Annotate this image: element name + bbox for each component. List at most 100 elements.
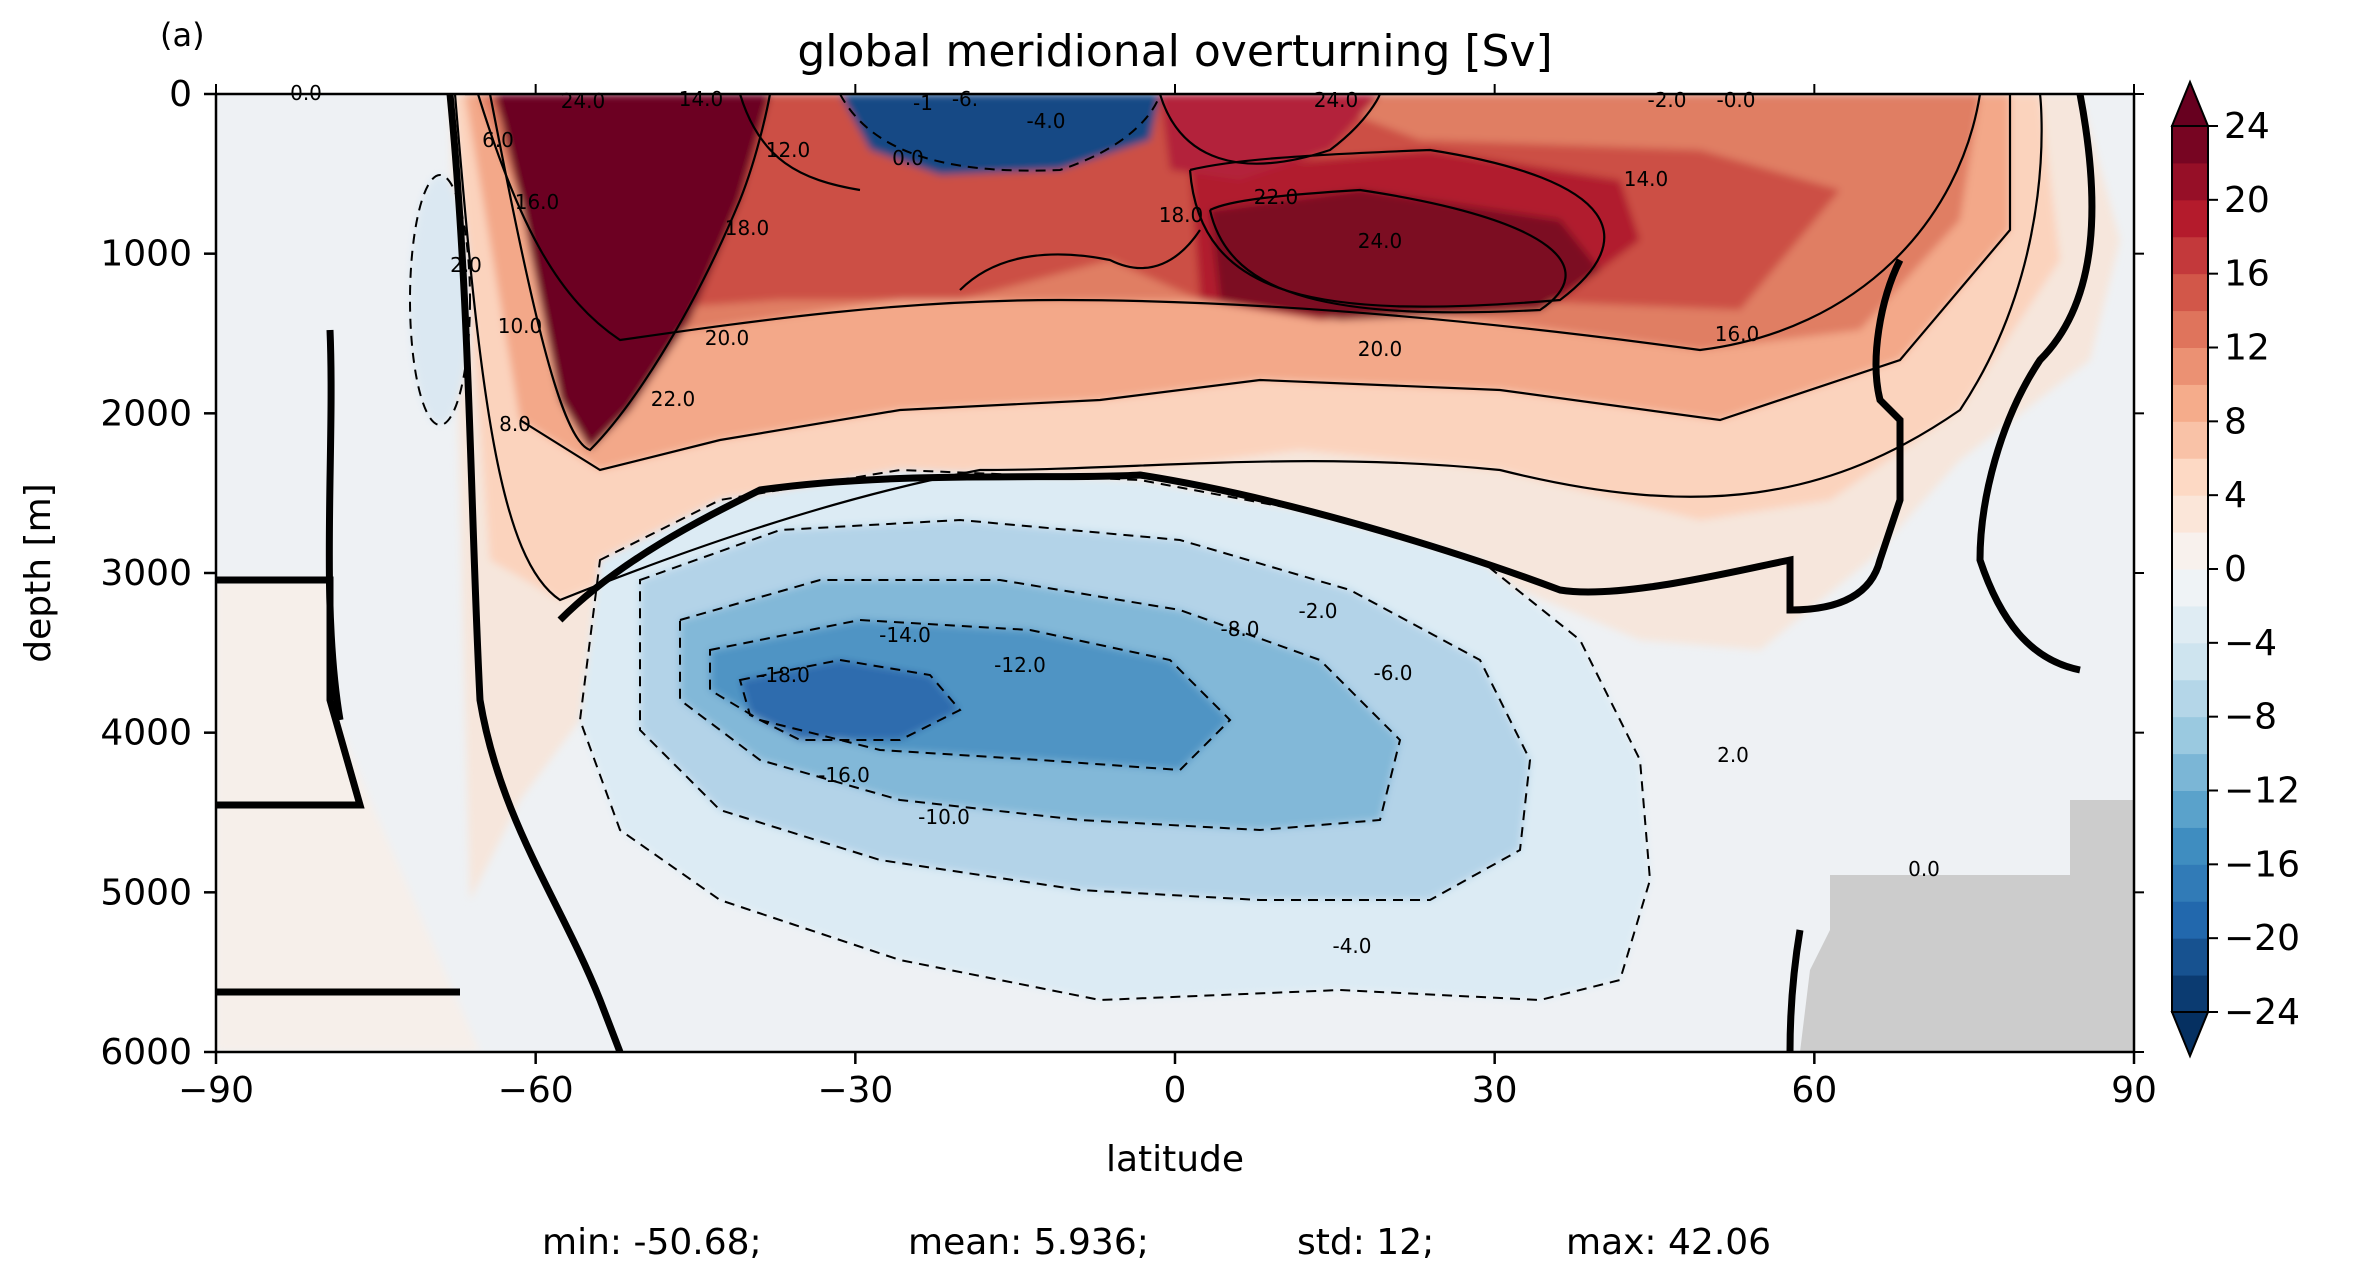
contour-label: 16.0 bbox=[1715, 322, 1760, 346]
colorbar-tick-label: −4 bbox=[2224, 623, 2277, 664]
contour-label: -1 bbox=[913, 91, 933, 115]
contour-label: 20.0 bbox=[1358, 337, 1403, 361]
colorbar-segment bbox=[2172, 495, 2208, 533]
colorbar-segment bbox=[2172, 938, 2208, 976]
zero-contour-deep-squiggle bbox=[1786, 929, 1804, 1052]
colorbar: 24 20 16 12 8 4 0 −4 −8 −12 −16 −20 −24 bbox=[2170, 79, 2300, 1059]
contour-label: 12.0 bbox=[766, 138, 811, 162]
contour-label: -14.0 bbox=[879, 623, 931, 647]
contour-label: 18.0 bbox=[1159, 203, 1204, 227]
contour-label: -2.0 bbox=[1298, 599, 1337, 623]
y-tick-label: 5000 bbox=[100, 872, 192, 913]
colorbar-segment bbox=[2172, 605, 2208, 644]
colorbar-segment bbox=[2172, 827, 2208, 865]
y-tick-label: 2000 bbox=[100, 393, 192, 434]
y-axis: 0 1000 2000 3000 4000 5000 6000 bbox=[100, 74, 2144, 1073]
contour-pos-g bbox=[488, 94, 772, 452]
zero-contour-south-box bbox=[216, 576, 365, 809]
stat-max: max: 42.06 bbox=[1566, 1222, 1771, 1263]
colorbar-tick-label: −24 bbox=[2224, 992, 2300, 1033]
fill-neg-18 bbox=[740, 660, 960, 740]
colorbar-segment bbox=[2172, 642, 2208, 681]
stat-mean: mean: 5.936; bbox=[908, 1222, 1149, 1263]
contour-label: 0.0 bbox=[892, 146, 924, 170]
contour-label: 14.0 bbox=[679, 87, 724, 111]
contour-label: 24.0 bbox=[1314, 88, 1359, 112]
colorbar-tick-label: 12 bbox=[2224, 328, 2270, 369]
fill-weak-positive-south bbox=[216, 580, 480, 1052]
x-tick-label: 90 bbox=[2111, 1070, 2157, 1111]
contour-neg-c bbox=[679, 579, 1402, 832]
colorbar-segment bbox=[2172, 716, 2208, 755]
contour-pos-a bbox=[465, 94, 2012, 472]
contour-pos-b bbox=[476, 94, 1982, 352]
colorbar-segment bbox=[2172, 569, 2208, 607]
colorbar-segment bbox=[2172, 236, 2208, 275]
colorbar-segment bbox=[2172, 458, 2208, 496]
x-axis-label: latitude bbox=[1106, 1139, 1244, 1180]
x-tick-label: −90 bbox=[178, 1070, 254, 1111]
contour-neg-eddy bbox=[409, 174, 471, 426]
contour-label: 22.0 bbox=[1254, 185, 1299, 209]
contour-label: 22.0 bbox=[651, 387, 696, 411]
contour-label: 8.0 bbox=[499, 412, 531, 436]
contour-label: 2.0 bbox=[1717, 743, 1749, 767]
y-tick-label: 3000 bbox=[100, 553, 192, 594]
land-mask bbox=[1800, 800, 2134, 1052]
colorbar-segment bbox=[2172, 162, 2208, 201]
contour-label: 24.0 bbox=[561, 89, 606, 113]
colorbar-segment bbox=[2172, 532, 2208, 570]
contour-label: -16.0 bbox=[818, 763, 870, 787]
contour-label: 2.0 bbox=[450, 253, 482, 277]
colorbar-tick-label: −16 bbox=[2224, 844, 2300, 885]
field-fills bbox=[216, 94, 2120, 1052]
contour-pos-e bbox=[959, 229, 1201, 291]
colorbar-extend-max bbox=[2170, 79, 2210, 127]
chart-title: global meridional overturning [Sv] bbox=[797, 26, 1552, 77]
contour-label: -12.0 bbox=[994, 653, 1046, 677]
contour-label: 18.0 bbox=[725, 216, 770, 240]
colorbar-tick-label: 4 bbox=[2224, 475, 2247, 516]
stat-min: min: -50.68; bbox=[542, 1222, 762, 1263]
contour-pos-d bbox=[1208, 188, 1567, 314]
zero-contours bbox=[216, 94, 2096, 1052]
zero-contour-left-squiggle bbox=[325, 329, 344, 721]
contour-pos-i bbox=[738, 94, 861, 192]
panel-label: (a) bbox=[160, 16, 205, 54]
colorbar-tick-label: 8 bbox=[2224, 401, 2247, 442]
y-tick-label: 4000 bbox=[100, 713, 192, 754]
colorbar-segment bbox=[2172, 126, 2208, 164]
fill-neg-tropical bbox=[840, 94, 1160, 175]
contour-label: -8.0 bbox=[1220, 617, 1259, 641]
contour-label: 6.0 bbox=[482, 128, 514, 152]
contour-label: 16.0 bbox=[515, 190, 560, 214]
stat-std: std: 12; bbox=[1297, 1222, 1434, 1263]
zero-contour-main bbox=[446, 94, 624, 1052]
contour-label: 0.0 bbox=[1908, 857, 1940, 881]
fill-pos-tropical bbox=[1160, 94, 1380, 180]
contour-label: 24.0 bbox=[1358, 229, 1403, 253]
x-tick-label: −60 bbox=[498, 1070, 574, 1111]
colorbar-tick-label: −12 bbox=[2224, 771, 2300, 812]
contour-label: -6. bbox=[952, 87, 978, 111]
colorbar-segment bbox=[2172, 384, 2208, 422]
colorbar-segment bbox=[2172, 753, 2208, 791]
contour-label: 20.0 bbox=[705, 326, 750, 350]
contour-label: -10.0 bbox=[918, 805, 970, 829]
contour-label: -4.0 bbox=[1332, 934, 1371, 958]
x-tick-label: −30 bbox=[817, 1070, 893, 1111]
x-tick-label: 60 bbox=[1791, 1070, 1837, 1111]
contour-label: -6.0 bbox=[1373, 661, 1412, 685]
zero-contour-north bbox=[1976, 94, 2096, 674]
colorbar-segment bbox=[2172, 310, 2208, 348]
colorbar-tick-label: −8 bbox=[2224, 697, 2277, 738]
colorbar-tick-label: 16 bbox=[2224, 254, 2270, 295]
plot-area bbox=[216, 94, 2134, 1052]
contour-label: -4.0 bbox=[1026, 109, 1065, 133]
contour-label: 14.0 bbox=[1624, 167, 1669, 191]
contour-neg-b bbox=[639, 518, 1532, 901]
contour-label: -18.0 bbox=[758, 663, 810, 687]
colorbar-tick-label: 24 bbox=[2224, 106, 2270, 147]
colorbar-segment bbox=[2172, 679, 2208, 718]
